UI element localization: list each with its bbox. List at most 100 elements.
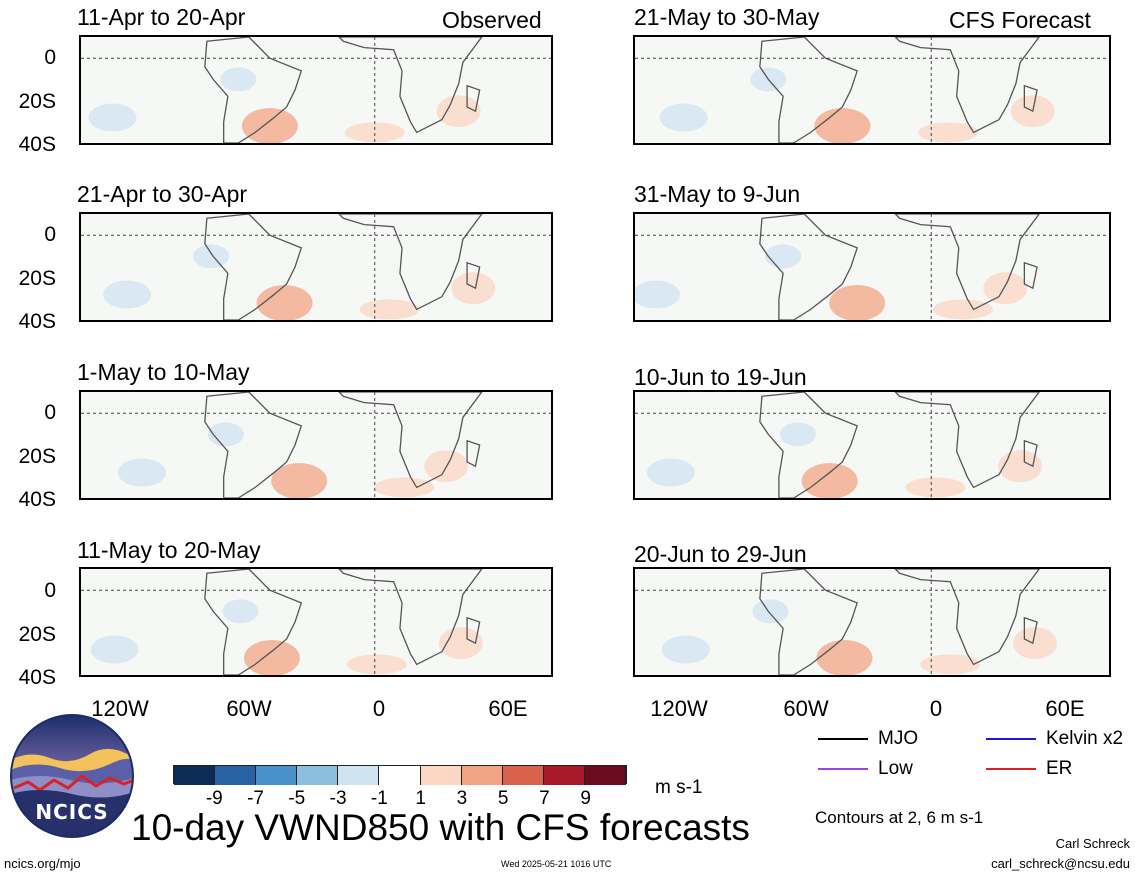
anomaly-shading <box>193 244 230 269</box>
madagascar-coastline <box>466 261 481 290</box>
anomaly-shading <box>207 422 244 447</box>
map-panel-obs-4 <box>79 567 553 677</box>
legend-swatch-mjo <box>818 738 868 740</box>
lat-label-20s: 20S <box>18 623 56 646</box>
logo-text: NCICS <box>35 800 109 824</box>
madagascar-coastline <box>1023 261 1038 290</box>
map-panel-fc-1 <box>633 35 1111 145</box>
colorbar-swatch <box>174 766 216 785</box>
website-link[interactable]: ncics.org/mjo <box>4 856 81 871</box>
observed-label: Observed <box>442 7 542 33</box>
forecast-label: CFS Forecast <box>949 7 1091 33</box>
map-panel-obs-2 <box>79 212 553 322</box>
lat-label-20s: 20S <box>18 90 56 113</box>
anomaly-shading <box>752 599 789 624</box>
map-canvas <box>635 392 1109 498</box>
panel-title-obs-1: 11-Apr to 20-Apr <box>77 4 246 30</box>
legend-label-low: Low <box>878 758 913 779</box>
colorbar-swatch <box>584 766 627 785</box>
south-america-coastline <box>204 37 303 143</box>
south-america-coastline <box>204 392 303 498</box>
anomaly-shading <box>920 654 981 675</box>
anomaly-shading <box>659 103 708 132</box>
legend-label-mjo: MJO <box>878 728 919 749</box>
panel-title-fc-1: 21-May to 30-May <box>634 4 820 30</box>
map-panel-obs-1 <box>79 35 553 145</box>
lon-label-0: 0 <box>929 696 943 721</box>
contours-note: Contours at 2, 6 m s-1 <box>815 808 984 827</box>
africa-coastline <box>338 37 483 134</box>
south-america-coastline <box>759 569 858 675</box>
anomaly-shading <box>90 635 139 664</box>
anomaly-shading <box>222 599 259 624</box>
anomaly-shading <box>117 458 166 487</box>
anomaly-shading <box>932 299 993 320</box>
colorbar-tick-label: 7 <box>539 788 550 809</box>
anomaly-shading <box>646 458 695 487</box>
anomaly-shading <box>814 108 871 143</box>
anomaly-shading <box>801 463 858 498</box>
map-canvas <box>81 392 551 498</box>
lon-label-120w: 120W <box>650 696 708 721</box>
colorbar-swatch <box>502 766 544 785</box>
panel-title-fc-4: 20-Jun to 29-Jun <box>634 541 807 567</box>
anomaly-shading <box>436 95 481 128</box>
colorbar-swatch <box>543 766 585 785</box>
map-canvas <box>81 569 551 675</box>
madagascar-coastline <box>466 84 481 113</box>
anomaly-shading <box>779 422 816 447</box>
lon-label-120w: 120W <box>91 696 149 721</box>
map-canvas <box>635 37 1109 143</box>
map-canvas <box>635 569 1109 675</box>
madagascar-coastline <box>1023 439 1038 468</box>
anomaly-shading <box>905 477 966 498</box>
anomaly-shading <box>103 280 152 309</box>
madagascar-coastline <box>1023 616 1038 645</box>
anomaly-shading <box>438 627 483 660</box>
colorbar <box>173 765 627 785</box>
panel-title-obs-2: 21-Apr to 30-Apr <box>77 181 248 207</box>
lat-label-40s: 40S <box>18 666 56 689</box>
map-panel-fc-2 <box>633 212 1111 322</box>
lon-label-60w: 60W <box>226 696 272 721</box>
legend-label-er: ER <box>1046 758 1073 779</box>
colorbar-tick-label: 5 <box>497 788 509 809</box>
lat-label-0: 0 <box>44 46 56 69</box>
anomaly-shading <box>346 654 407 675</box>
main-title: 10-day VWND850 with CFS forecasts <box>131 807 750 848</box>
anomaly-shading <box>816 640 873 675</box>
colorbar-tick-label: -1 <box>370 788 388 809</box>
anomaly-shading <box>271 463 328 498</box>
panel-title-obs-4: 11-May to 20-May <box>77 537 261 563</box>
timestamp: Wed 2025-05-21 1016 UTC <box>501 859 612 869</box>
anomaly-shading <box>451 272 496 305</box>
lat-label-0: 0 <box>44 401 56 424</box>
anomaly-shading <box>359 299 420 320</box>
author-name: Carl Schreck <box>1055 836 1130 851</box>
colorbar-tick-label: 3 <box>456 788 468 809</box>
author-email[interactable]: carl_schreck@ncsu.edu <box>991 856 1130 871</box>
anomaly-shading <box>765 244 802 269</box>
madagascar-coastline <box>1023 84 1038 113</box>
map-panel-fc-4 <box>633 567 1111 677</box>
legend-swatch-kelvin <box>986 738 1036 740</box>
panel-title-fc-3: 10-Jun to 19-Jun <box>634 364 807 390</box>
colorbar-tick-label: -7 <box>247 788 264 809</box>
colorbar-swatch <box>297 766 339 785</box>
anomaly-shading <box>374 477 435 498</box>
lon-label-0: 0 <box>372 696 386 721</box>
madagascar-coastline <box>466 616 481 645</box>
legend-swatch-er <box>986 768 1036 770</box>
africa-coastline <box>338 569 483 666</box>
panel-title-obs-3: 1-May to 10-May <box>77 359 250 385</box>
map-panel-fc-3 <box>633 390 1111 500</box>
south-america-coastline <box>759 37 858 143</box>
lat-label-0: 0 <box>44 579 56 602</box>
madagascar-coastline <box>466 439 481 468</box>
anomaly-shading <box>241 108 298 143</box>
africa-coastline <box>894 392 1040 489</box>
legend-swatch-low <box>818 768 868 770</box>
south-america-coastline <box>759 392 858 498</box>
colorbar-swatch <box>420 766 462 785</box>
colorbar-tick-label: 9 <box>580 788 591 809</box>
